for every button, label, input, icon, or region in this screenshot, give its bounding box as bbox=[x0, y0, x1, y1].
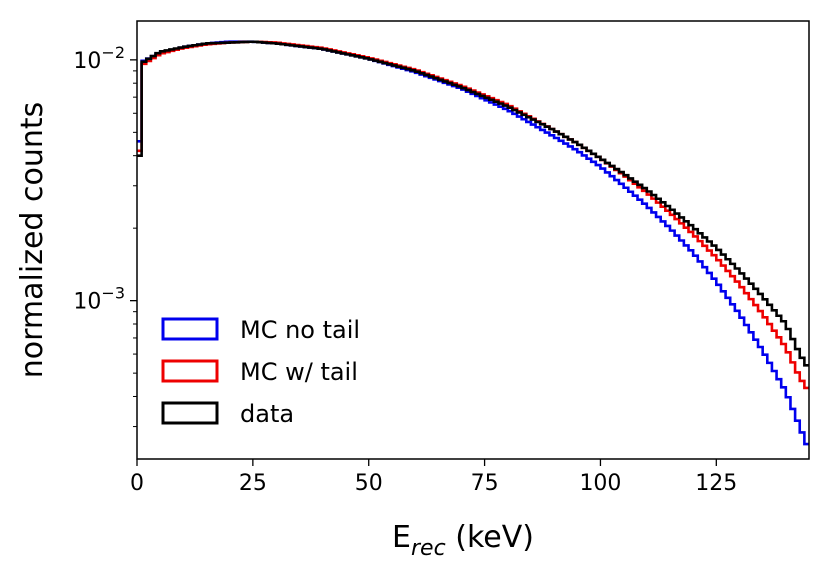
x-tick-label: 75 bbox=[471, 471, 499, 496]
series-line-mc-no-tail bbox=[137, 40, 809, 446]
y-tick-label: 10−3 bbox=[73, 284, 125, 315]
series-line-data bbox=[137, 40, 809, 367]
legend-label: MC w/ tail bbox=[240, 358, 358, 386]
legend-swatch bbox=[161, 317, 219, 341]
x-tick-label: 100 bbox=[579, 471, 621, 496]
plot-area-frame bbox=[136, 20, 810, 460]
x-tick-label: 125 bbox=[695, 471, 737, 496]
y-tick-label: 10−2 bbox=[73, 43, 125, 74]
x-axis-ticks: 0 25 50 75 100 125 bbox=[130, 459, 737, 496]
legend: MC no tail MC w/ tail data bbox=[161, 316, 360, 428]
x-tick-label: 50 bbox=[355, 471, 383, 496]
x-axis-label: Erec (keV) bbox=[392, 520, 534, 561]
legend-label: data bbox=[240, 400, 294, 428]
legend-swatch bbox=[161, 401, 219, 425]
y-axis-ticks: 10−3 10−2 bbox=[73, 43, 137, 428]
legend-label: MC no tail bbox=[240, 316, 360, 344]
legend-swatch bbox=[161, 359, 219, 383]
y-axis-label: normalized counts bbox=[15, 102, 50, 379]
x-tick-label: 0 bbox=[130, 471, 144, 496]
x-tick-label: 25 bbox=[239, 471, 267, 496]
